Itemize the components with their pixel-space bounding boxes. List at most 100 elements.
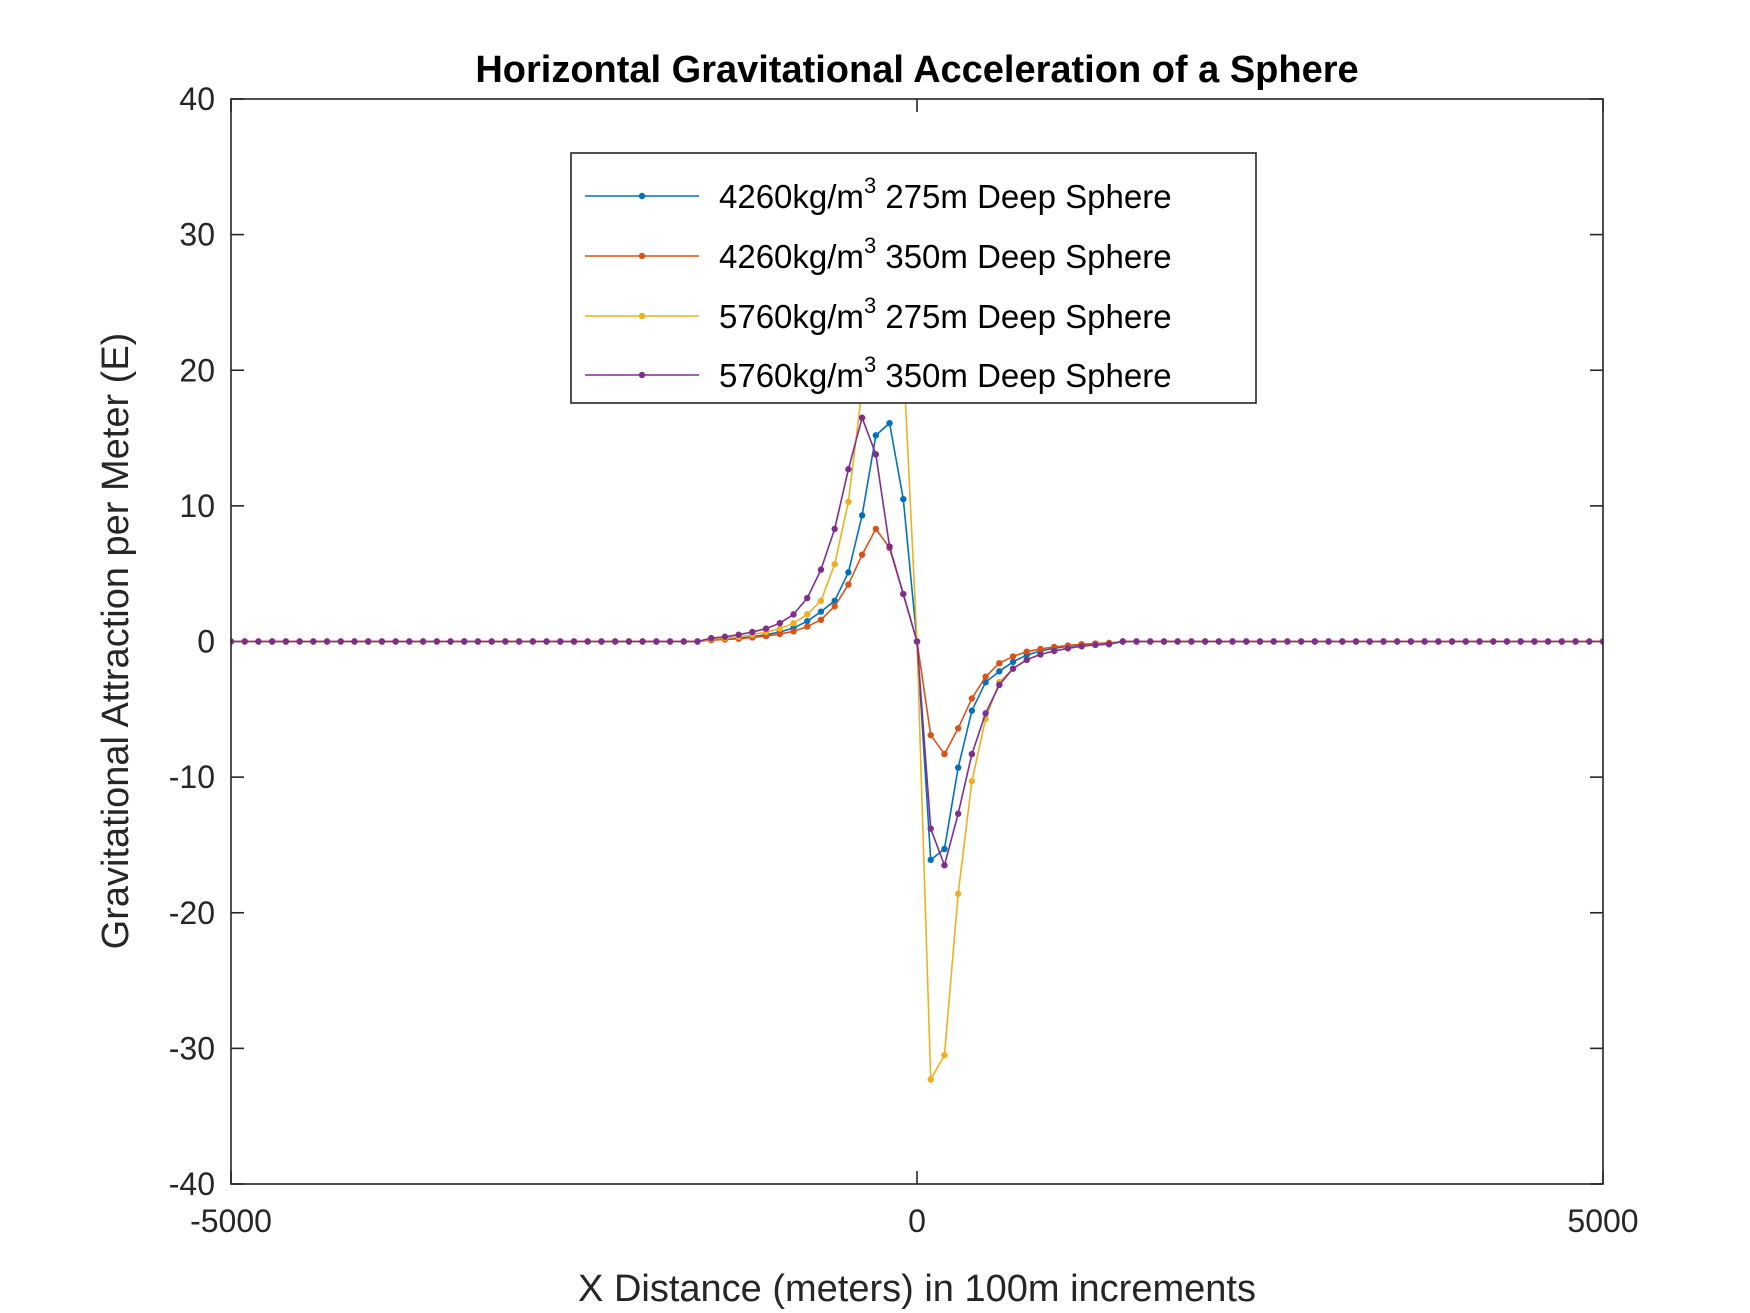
data-point [268, 638, 276, 645]
legend-item-2[interactable]: 4260kg/m3 350m Deep Sphere [585, 233, 1172, 275]
data-point [611, 638, 619, 645]
data-point [1105, 641, 1113, 648]
legend-label: 5760kg/m3 350m Deep Sphere [719, 352, 1172, 394]
data-point [831, 560, 838, 568]
data-point [406, 638, 413, 645]
data-point [804, 623, 811, 630]
data-point [488, 638, 495, 645]
legend-label-superscript: 3 [864, 233, 876, 258]
data-point [941, 862, 948, 869]
data-point [900, 590, 907, 598]
data-point [557, 638, 564, 645]
y-tick-label: 20 [179, 352, 215, 388]
chart-title: Horizontal Gravitational Acceleration of… [475, 49, 1358, 91]
data-point [996, 660, 1003, 667]
data-point [941, 845, 948, 853]
data-point [1531, 638, 1538, 645]
data-point [529, 638, 537, 645]
data-point [913, 638, 921, 645]
data-point [927, 731, 934, 739]
data-point [817, 566, 825, 573]
y-tick-label: 0 [197, 624, 215, 660]
data-point [598, 638, 605, 645]
data-point [1476, 638, 1483, 645]
data-point [804, 617, 811, 625]
data-point [1448, 638, 1456, 645]
data-point [323, 638, 331, 645]
y-tick-label: -10 [169, 759, 215, 795]
data-point [1078, 643, 1085, 650]
data-point [1544, 638, 1552, 645]
data-point [968, 695, 976, 702]
data-point [900, 495, 907, 503]
legend-box [570, 152, 1257, 404]
series-4 [231, 414, 1603, 869]
data-point [1009, 658, 1017, 666]
data-point [1229, 638, 1236, 645]
legend-marker [638, 252, 646, 260]
data-point [968, 750, 976, 758]
data-point [927, 1076, 934, 1083]
data-point [982, 710, 989, 717]
legend-label-superscript: 3 [864, 173, 876, 198]
x-axis-label: X Distance (meters) in 100m increments [578, 1268, 1256, 1310]
data-point [996, 668, 1003, 675]
data-point [365, 638, 372, 645]
data-point [282, 638, 290, 645]
data-point [255, 638, 262, 645]
data-point [858, 551, 866, 558]
legend-label-main: 4260kg/m [719, 238, 864, 275]
data-point [1558, 638, 1566, 645]
data-point [296, 638, 303, 645]
data-point [543, 638, 550, 645]
legend-label-rest: 275m Deep Sphere [876, 298, 1171, 335]
data-point [653, 638, 660, 645]
data-point [845, 498, 852, 506]
legend-item-1[interactable]: 4260kg/m3 275m Deep Sphere [585, 173, 1172, 215]
data-point [1201, 638, 1209, 645]
data-point [1270, 638, 1277, 645]
data-point [694, 638, 701, 645]
data-point [1311, 638, 1319, 645]
data-point [1435, 638, 1442, 645]
data-point [1380, 638, 1387, 645]
legend-item-4[interactable]: 5760kg/m3 350m Deep Sphere [585, 352, 1172, 394]
data-point [941, 750, 948, 758]
data-point [584, 638, 591, 645]
data-point [337, 638, 344, 645]
data-point [1174, 638, 1181, 645]
data-point [1366, 638, 1373, 645]
legend-label-main: 5760kg/m [719, 298, 864, 335]
data-point [845, 581, 852, 588]
data-point [1023, 656, 1030, 664]
data-point [1023, 648, 1030, 655]
data-point [1503, 638, 1511, 645]
data-point [954, 890, 962, 897]
data-point [804, 594, 811, 602]
data-point [1037, 651, 1044, 658]
data-point [831, 603, 838, 610]
data-point [1188, 638, 1195, 645]
data-point [996, 681, 1003, 689]
data-point [762, 625, 770, 632]
data-point [749, 628, 756, 636]
data-point [1407, 638, 1415, 645]
data-point [1339, 638, 1346, 645]
data-point [886, 419, 893, 427]
data-point [1490, 638, 1497, 645]
data-point [392, 638, 399, 645]
data-point [1092, 641, 1099, 649]
data-point [1394, 638, 1401, 645]
y-axis-label: Gravitational Attraction per Meter (E) [95, 333, 137, 950]
data-point [817, 597, 825, 605]
legend-item-3[interactable]: 5760kg/m3 275m Deep Sphere [585, 293, 1172, 335]
data-point [708, 634, 715, 642]
legend-label: 5760kg/m3 275m Deep Sphere [719, 293, 1172, 335]
data-point [776, 630, 783, 638]
data-point [954, 725, 962, 732]
data-point [886, 543, 893, 550]
data-point [982, 673, 989, 680]
y-tick-label: 10 [179, 488, 215, 524]
